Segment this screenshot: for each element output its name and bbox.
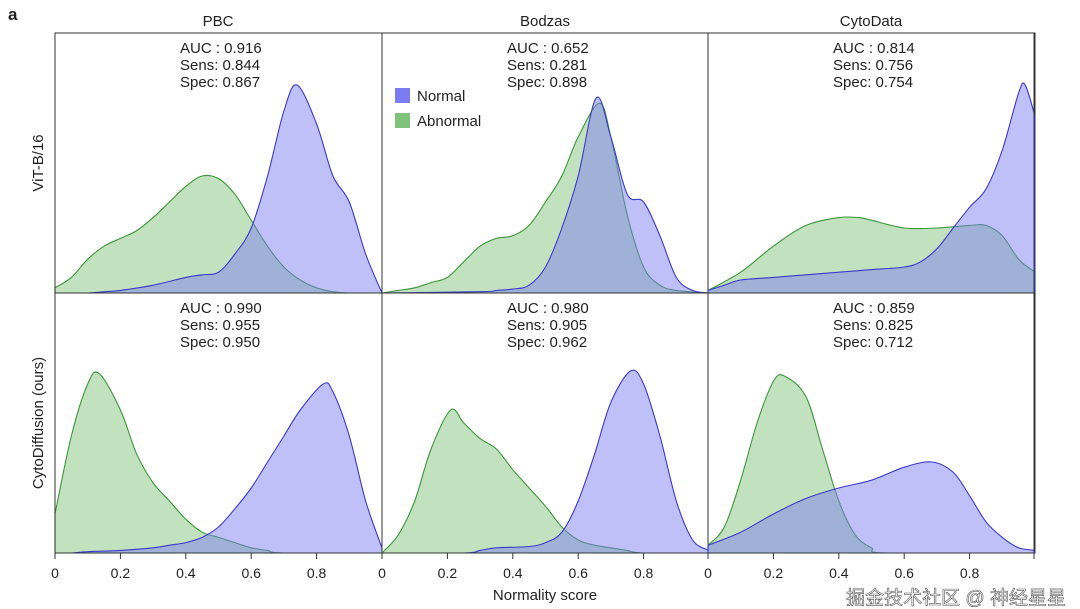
watermark: 掘金技术社区 @ 神经星星 — [846, 587, 1066, 609]
x-tick-label: 0.4 — [829, 565, 849, 581]
panel-frame — [54, 32, 383, 294]
x-tick-label: 0 — [704, 565, 712, 581]
x-axis-label: Normality score — [493, 587, 597, 604]
x-tick-label: 0.8 — [307, 565, 327, 581]
density-abnormal — [381, 102, 710, 294]
sens-label: Sens: 0.955 — [180, 317, 260, 334]
auc-label: AUC : 0.916 — [180, 40, 262, 57]
row-label-vit: ViT-B/16 — [30, 134, 47, 191]
legend: Normal Abnormal — [395, 88, 481, 130]
density-normal — [382, 369, 710, 554]
density-abnormal — [380, 408, 709, 554]
legend-swatch-abnormal — [395, 113, 410, 128]
density-normal — [55, 382, 383, 554]
column-title-cytodata: CytoData — [840, 13, 903, 30]
spec-label: Spec: 0.950 — [180, 334, 260, 351]
x-tick-label: 0.2 — [764, 565, 784, 581]
auc-label: AUC : 0.980 — [507, 300, 589, 317]
x-tick-label: 0.2 — [111, 565, 131, 581]
sens-label: Sens: 0.905 — [507, 317, 587, 334]
x-tick-label: 0.6 — [894, 565, 914, 581]
panel-frame — [54, 292, 383, 554]
x-tick-label: 0.4 — [176, 565, 196, 581]
panel-frame — [707, 32, 1036, 294]
auc-label: AUC : 0.859 — [833, 300, 915, 317]
panel-frame — [707, 292, 1036, 554]
x-tick-label: 0.6 — [241, 565, 261, 581]
figure-border — [54, 32, 1035, 554]
column-title-bodzas: Bodzas — [520, 13, 570, 30]
sens-label: Sens: 0.756 — [833, 57, 913, 74]
sens-label: Sens: 0.844 — [180, 57, 260, 74]
spec-label: Spec: 0.754 — [833, 74, 913, 91]
x-tick-label: 0.8 — [960, 565, 980, 581]
spec-label: Spec: 0.898 — [507, 74, 587, 91]
density-abnormal — [707, 216, 1036, 294]
auc-label: AUC : 0.814 — [833, 40, 915, 57]
legend-label-abnormal: Abnormal — [417, 113, 481, 130]
spec-label: Spec: 0.867 — [180, 74, 260, 91]
row-label-cytodiffusion: CytoDiffusion (ours) — [30, 357, 47, 489]
spec-label: Spec: 0.962 — [507, 334, 587, 351]
legend-swatch-normal — [395, 88, 410, 103]
column-title-pbc: PBC — [203, 13, 234, 30]
x-tick-label: 0 — [51, 565, 59, 581]
spec-label: Spec: 0.712 — [833, 334, 913, 351]
auc-label: AUC : 0.990 — [180, 300, 262, 317]
density-normal — [54, 84, 383, 294]
x-tick-label: 0.2 — [438, 565, 458, 581]
density-normal — [707, 461, 1036, 554]
panel-label: a — [8, 5, 18, 24]
legend-label-normal: Normal — [417, 88, 465, 105]
density-abnormal — [54, 371, 382, 554]
x-tick-label: 0.6 — [568, 565, 588, 581]
x-tick-label: 0.4 — [503, 565, 523, 581]
sens-label: Sens: 0.825 — [833, 317, 913, 334]
density-abnormal — [54, 174, 382, 294]
auc-label: AUC : 0.652 — [507, 40, 589, 57]
panel-frame — [381, 292, 710, 554]
sens-label: Sens: 0.281 — [507, 57, 587, 74]
x-tick-label: 0 — [378, 565, 386, 581]
density-normal — [707, 82, 1036, 294]
density-abnormal — [707, 374, 1035, 554]
density-normal — [381, 96, 710, 294]
x-tick-label: 0.8 — [634, 565, 654, 581]
